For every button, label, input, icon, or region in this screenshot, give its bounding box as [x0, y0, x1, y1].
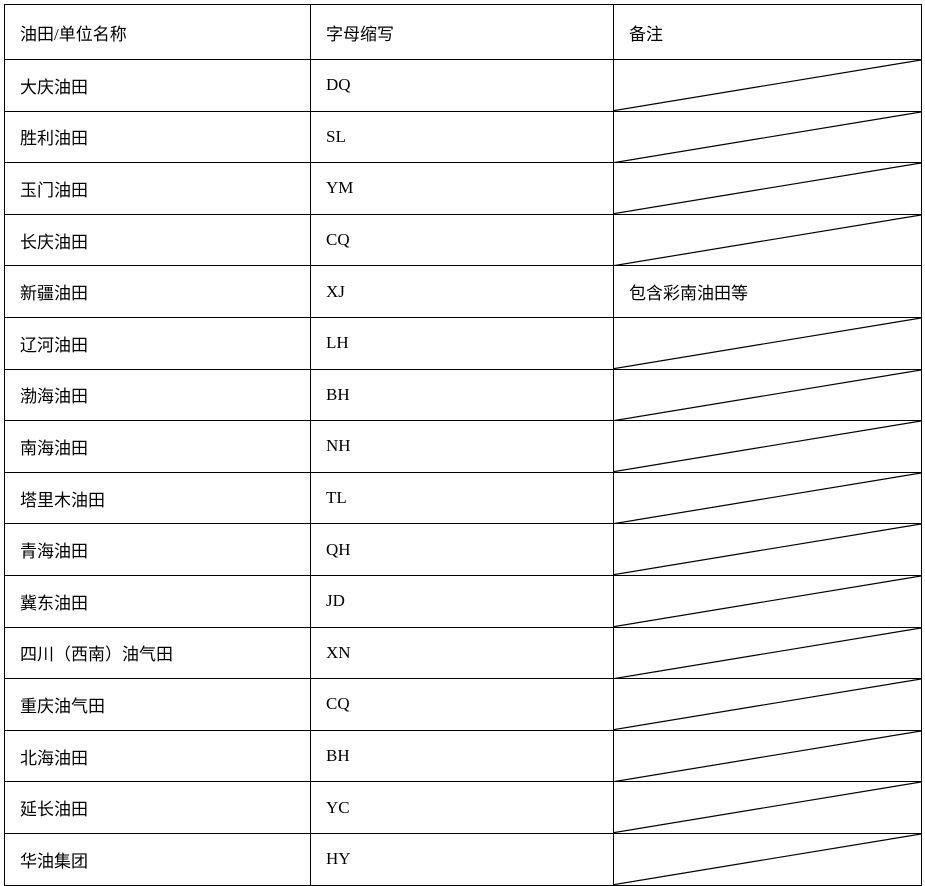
cell-name: 新疆油田 — [4, 265, 311, 318]
cell-remark — [613, 471, 922, 525]
diagonal-slash-icon — [614, 834, 921, 885]
diagonal-slash-icon — [614, 679, 921, 730]
cell-remark — [613, 574, 922, 628]
cell-abbr: XN — [310, 626, 614, 680]
header-remark: 备注 — [613, 4, 922, 60]
cell-name: 四川（西南）油气田 — [4, 626, 311, 680]
cell-remark: 包含彩南油田等 — [613, 265, 922, 318]
cell-remark — [613, 110, 922, 164]
cell-name: 塔里木油田 — [4, 471, 311, 525]
table-row: 四川（西南）油气田 XN — [4, 626, 922, 680]
cell-abbr: XJ — [310, 265, 614, 318]
cell-abbr: DQ — [310, 59, 614, 112]
diagonal-slash-icon — [614, 370, 921, 421]
cell-abbr: CQ — [310, 678, 614, 731]
table-row: 重庆油气田 CQ — [4, 678, 922, 731]
diagonal-slash-icon — [614, 215, 921, 266]
cell-name: 大庆油田 — [4, 59, 311, 112]
cell-abbr: TL — [310, 471, 614, 525]
table-row: 青海油田 QH — [4, 523, 922, 576]
cell-abbr: NH — [310, 420, 614, 473]
remark-text: 包含彩南油田等 — [629, 284, 748, 304]
table-row: 华油集团 HY — [4, 832, 922, 886]
table-row: 玉门油田 YM — [4, 162, 922, 215]
diagonal-slash-icon — [614, 782, 921, 833]
table-row: 胜利油田 SL — [4, 110, 922, 164]
cell-name: 南海油田 — [4, 420, 311, 473]
table-row: 长庆油田 CQ — [4, 213, 922, 267]
table-row: 延长油田 YC — [4, 781, 922, 834]
cell-name: 胜利油田 — [4, 110, 311, 164]
diagonal-slash-icon — [614, 524, 921, 575]
header-row: 油田/单位名称 字母缩写 备注 — [4, 4, 922, 60]
cell-remark — [613, 316, 922, 370]
cell-abbr: JD — [310, 574, 614, 628]
table-row: 辽河油田 LH — [4, 316, 922, 370]
cell-remark — [613, 420, 922, 473]
cell-name: 长庆油田 — [4, 213, 311, 267]
cell-abbr: BH — [310, 368, 614, 422]
diagonal-slash-icon — [614, 421, 921, 472]
cell-name: 华油集团 — [4, 832, 311, 886]
cell-name: 冀东油田 — [4, 574, 311, 628]
cell-abbr: HY — [310, 832, 614, 886]
diagonal-slash-icon — [614, 731, 921, 782]
diagonal-slash-icon — [614, 576, 921, 627]
abbreviation-table: 油田/单位名称 字母缩写 备注 大庆油田 DQ 胜利油田 SL — [4, 4, 922, 886]
header-abbr: 字母缩写 — [310, 4, 614, 60]
cell-remark — [613, 781, 922, 834]
cell-remark — [613, 832, 922, 886]
cell-name: 玉门油田 — [4, 162, 311, 215]
table-row: 新疆油田 XJ 包含彩南油田等 — [4, 265, 922, 318]
table-body: 大庆油田 DQ 胜利油田 SL 玉门油田 YM — [4, 59, 922, 886]
cell-name: 辽河油田 — [4, 316, 311, 370]
table-row: 渤海油田 BH — [4, 368, 922, 422]
table-row: 北海油田 BH — [4, 729, 922, 783]
diagonal-slash-icon — [614, 163, 921, 214]
cell-remark — [613, 729, 922, 783]
table-row: 冀东油田 JD — [4, 574, 922, 628]
cell-abbr: YM — [310, 162, 614, 215]
cell-abbr: CQ — [310, 213, 614, 267]
cell-abbr: LH — [310, 316, 614, 370]
cell-abbr: QH — [310, 523, 614, 576]
table-header-row: 油田/单位名称 字母缩写 备注 — [4, 4, 922, 60]
diagonal-slash-icon — [614, 473, 921, 524]
cell-remark — [613, 626, 922, 680]
table-row: 塔里木油田 TL — [4, 471, 922, 525]
diagonal-slash-icon — [614, 60, 921, 111]
cell-name: 青海油田 — [4, 523, 311, 576]
header-name: 油田/单位名称 — [4, 4, 311, 60]
cell-remark — [613, 213, 922, 267]
cell-name: 延长油田 — [4, 781, 311, 834]
cell-remark — [613, 678, 922, 731]
cell-abbr: BH — [310, 729, 614, 783]
table-row: 大庆油田 DQ — [4, 59, 922, 112]
diagonal-slash-icon — [614, 112, 921, 163]
cell-name: 渤海油田 — [4, 368, 311, 422]
cell-name: 北海油田 — [4, 729, 311, 783]
cell-remark — [613, 162, 922, 215]
cell-remark — [613, 523, 922, 576]
cell-abbr: SL — [310, 110, 614, 164]
cell-remark — [613, 368, 922, 422]
table-row: 南海油田 NH — [4, 420, 922, 473]
cell-name: 重庆油气田 — [4, 678, 311, 731]
cell-remark — [613, 59, 922, 112]
diagonal-slash-icon — [614, 628, 921, 679]
cell-abbr: YC — [310, 781, 614, 834]
diagonal-slash-icon — [614, 318, 921, 369]
